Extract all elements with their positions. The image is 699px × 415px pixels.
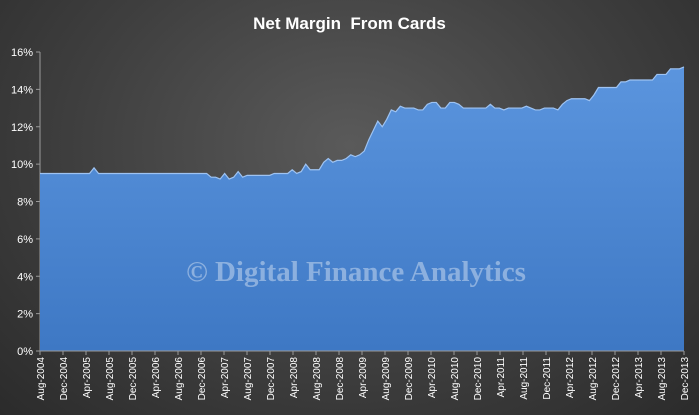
y-tick-label: 14% <box>11 84 33 96</box>
x-tick-label: Aug-2009 <box>381 357 392 401</box>
x-tick-label: Dec-2006 <box>197 357 208 401</box>
y-tick-label: 10% <box>11 159 33 171</box>
x-tick-label: Dec-2009 <box>404 357 415 401</box>
x-tick-label: Apr-2011 <box>496 357 507 398</box>
watermark: © Digital Finance Analytics <box>186 256 526 288</box>
x-tick-label: Dec-2008 <box>335 357 346 401</box>
y-tick-label: 2% <box>17 309 33 321</box>
x-tick-label: Apr-2010 <box>427 357 438 399</box>
y-tick-label: 0% <box>17 346 33 358</box>
x-tick-label: Aug-2013 <box>657 357 668 401</box>
x-tick-label: Aug-2012 <box>588 357 599 401</box>
x-tick-label: Apr-2007 <box>220 357 231 399</box>
x-tick-label: Dec-2005 <box>128 357 139 401</box>
x-tick-label: Aug-2011 <box>519 357 530 400</box>
y-axis: 0% 2% 4% 6% 8% 10% 12% 14% 16% <box>11 47 41 358</box>
x-tick-label: Aug-2010 <box>450 357 461 401</box>
x-tick-label: Dec-2012 <box>611 357 622 401</box>
y-tick-label: 8% <box>17 197 33 209</box>
x-tick-label: Dec-2007 <box>266 357 277 401</box>
x-tick-label: Apr-2005 <box>82 357 93 399</box>
x-tick-label: Apr-2013 <box>634 357 645 399</box>
x-axis: Aug-2004 Dec-2004 Apr-2005 Aug-2005 Dec-2005… <box>36 350 691 401</box>
x-tick-label: Apr-2012 <box>565 357 576 399</box>
x-tick-label: Aug-2008 <box>312 357 323 401</box>
y-tick-label: 6% <box>17 234 33 246</box>
x-tick-label: Aug-2004 <box>36 357 47 401</box>
x-tick-label: Dec-2010 <box>473 357 484 401</box>
x-tick-label: Dec-2013 <box>680 357 691 401</box>
y-tick-label: 16% <box>11 47 33 59</box>
x-tick-label: Apr-2006 <box>151 357 162 399</box>
y-tick-label: 12% <box>11 122 33 134</box>
x-tick-label: Apr-2009 <box>358 357 369 399</box>
x-tick-label: Aug-2005 <box>105 357 116 401</box>
y-tick-label: 4% <box>17 271 33 283</box>
x-tick-label: Aug-2007 <box>243 357 254 401</box>
plot-area <box>40 66 685 351</box>
x-tick-label: Apr-2008 <box>289 357 300 399</box>
x-tick-label: Dec-2011 <box>542 357 553 400</box>
area-series <box>40 66 684 351</box>
x-tick-label: Dec-2004 <box>59 357 70 401</box>
x-tick-label: Aug-2006 <box>174 357 185 401</box>
chart-title: Net Margin From Cards <box>253 14 446 33</box>
area-series-edge <box>40 66 685 180</box>
